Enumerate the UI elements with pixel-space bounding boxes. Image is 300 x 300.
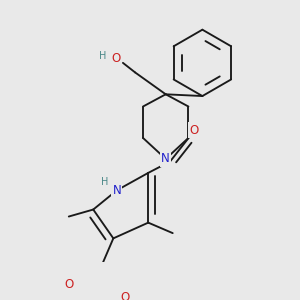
Text: O: O — [64, 278, 74, 291]
Text: H: H — [99, 51, 106, 61]
Text: O: O — [111, 52, 121, 65]
Text: O: O — [189, 124, 198, 136]
Text: H: H — [101, 177, 108, 187]
Text: N: N — [161, 152, 170, 165]
Text: O: O — [120, 291, 129, 300]
Text: N: N — [112, 184, 121, 197]
